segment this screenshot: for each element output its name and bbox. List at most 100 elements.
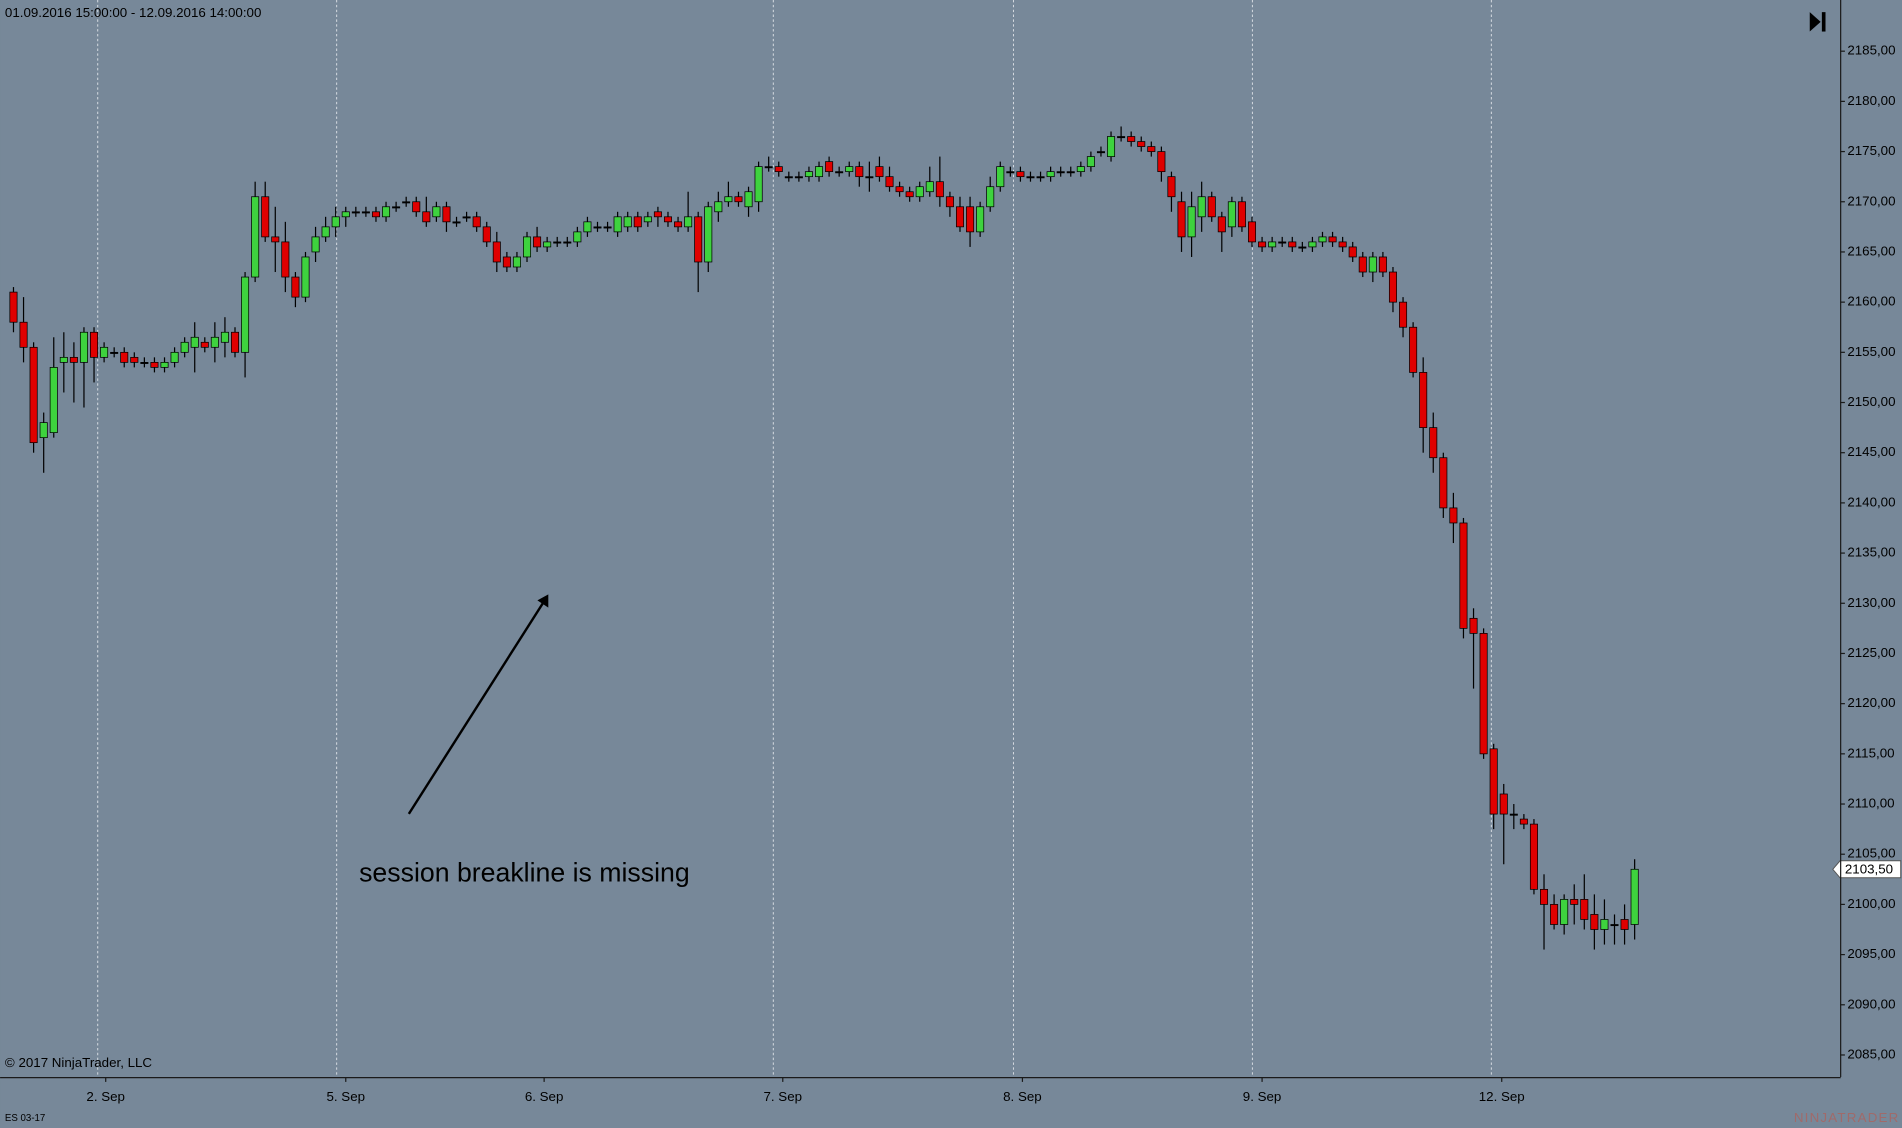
plot: 2085,00 2090,00 2095,00 2100,00 2105,00 2110,… <box>9 0 1902 1104</box>
candle-body <box>1550 904 1559 925</box>
candle-body <box>90 331 99 358</box>
candle-body <box>784 176 793 179</box>
candle-body <box>1197 196 1206 218</box>
candle-body <box>1469 617 1478 634</box>
scroll-end-button[interactable] <box>1809 12 1826 32</box>
last-price-label: 2103,50 <box>1845 861 1893 876</box>
candle-body <box>1006 171 1015 174</box>
y-tick-label: 2090,00 <box>1847 996 1895 1011</box>
candle-body <box>825 161 834 173</box>
candle-body <box>1378 256 1387 273</box>
candle-body <box>341 211 350 218</box>
candle-body <box>271 236 280 243</box>
y-tick-label: 2185,00 <box>1847 43 1895 58</box>
candle-body <box>1217 216 1226 233</box>
candle-body <box>643 216 652 223</box>
candle-body <box>523 236 532 258</box>
candle-body <box>815 166 824 178</box>
candle-body <box>1509 813 1518 816</box>
candle-body <box>1096 151 1105 154</box>
candle-body <box>291 276 300 298</box>
candle-body <box>452 221 461 224</box>
y-tick-label: 2145,00 <box>1847 444 1895 459</box>
candle-body <box>674 221 683 228</box>
candle-body <box>1479 633 1488 755</box>
candle-body <box>1499 793 1508 815</box>
y-tick-label: 2130,00 <box>1847 595 1895 610</box>
candle-body <box>1580 899 1589 920</box>
candle-body <box>1590 914 1599 930</box>
candle-body <box>845 166 854 173</box>
candle-body <box>976 206 985 233</box>
candle-body <box>734 196 743 203</box>
candle-body <box>1449 507 1458 524</box>
annotation-arrow <box>407 599 546 815</box>
candle-body <box>1399 301 1408 328</box>
candle-body <box>512 256 521 268</box>
candle-body <box>130 356 139 363</box>
button-icon-bar[interactable] <box>1821 12 1826 32</box>
candle-body <box>533 236 542 248</box>
candle-body <box>1409 326 1418 373</box>
candle-body <box>1620 919 1629 930</box>
candle-body <box>684 216 693 228</box>
candle-body <box>1237 201 1246 228</box>
candle-body <box>1529 823 1538 890</box>
candle-body <box>1560 899 1569 925</box>
candle-body <box>110 351 119 354</box>
candle-body <box>613 216 622 233</box>
candle-body <box>150 362 159 368</box>
candle-body <box>1177 201 1186 238</box>
candle-body <box>160 362 169 368</box>
watermark: NINJATRADER <box>1794 1110 1900 1125</box>
x-tick-label: 9. Sep <box>1243 1089 1282 1104</box>
candle-body <box>1368 256 1377 273</box>
candle-body <box>472 216 481 228</box>
annotation: session breakline is missing <box>359 858 690 888</box>
candle-body <box>29 346 38 444</box>
candle-body <box>1076 166 1085 173</box>
candle-body <box>1419 372 1428 428</box>
candle-body <box>623 216 632 228</box>
candle-body <box>1086 156 1095 167</box>
y-tick-label: 2165,00 <box>1847 243 1895 258</box>
candle-body <box>412 201 421 213</box>
candle-body <box>1157 151 1166 173</box>
candle-body <box>351 211 360 214</box>
candle-body <box>1610 924 1619 927</box>
y-tick-label: 2085,00 <box>1847 1047 1895 1062</box>
instrument: ES 03-17 <box>5 1113 45 1124</box>
candle-body <box>170 351 179 363</box>
y-tick-label: 2105,00 <box>1847 846 1895 861</box>
candle-body <box>1318 236 1327 243</box>
candle-body <box>1258 241 1267 248</box>
candle-body <box>371 211 380 218</box>
y-tick-label: 2120,00 <box>1847 695 1895 710</box>
candle-body <box>402 201 411 204</box>
candle-body <box>724 196 733 203</box>
candle-body <box>190 336 199 348</box>
y-tick-label: 2175,00 <box>1847 143 1895 158</box>
candle-body <box>1016 171 1025 178</box>
candle-body <box>321 226 330 238</box>
candle-body <box>492 241 501 263</box>
y-tick-label: 2115,00 <box>1847 745 1894 760</box>
candle-body <box>885 176 894 188</box>
candle-body <box>301 256 310 298</box>
candle-body <box>251 196 260 278</box>
candle-body <box>804 171 813 178</box>
candle-body <box>19 321 28 348</box>
candle-body <box>1036 176 1045 179</box>
candle-body <box>1348 246 1357 258</box>
candle-body <box>1066 171 1075 174</box>
y-tick-label: 2150,00 <box>1847 394 1895 409</box>
button-icon[interactable] <box>1809 12 1821 32</box>
candle-body <box>1207 196 1216 218</box>
candle-body <box>311 236 320 253</box>
candle-body <box>1167 176 1176 198</box>
candle-body <box>704 206 713 263</box>
candle-body <box>553 241 562 244</box>
candle-body <box>945 196 954 208</box>
x-tick-label: 2. Sep <box>86 1089 125 1104</box>
